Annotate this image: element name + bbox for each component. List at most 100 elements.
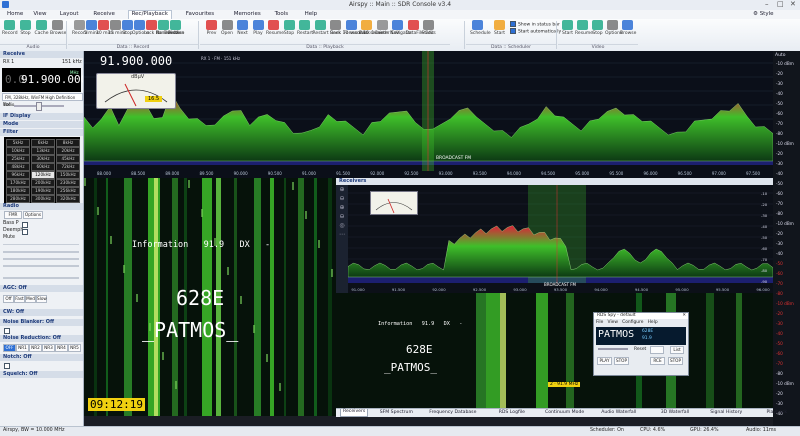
fmr-button[interactable]: FMR bbox=[4, 211, 22, 219]
nr-nr3-button[interactable]: NR3 bbox=[42, 344, 55, 352]
ribbon-data_playback-back-1-min-button[interactable]: Back 1 min bbox=[359, 20, 384, 42]
tab-playback[interactable]: Playback bbox=[766, 410, 788, 415]
auto-notch-checkbox[interactable] bbox=[4, 363, 10, 369]
filter-button[interactable]: 150kHz bbox=[56, 171, 80, 179]
menu-favourites[interactable]: Favourites bbox=[185, 11, 215, 17]
rds-spy-list-button[interactable]: List bbox=[670, 346, 684, 354]
cw-header[interactable]: CW: Off bbox=[0, 309, 83, 316]
rds-spy-reset-dropdown[interactable] bbox=[650, 346, 664, 354]
nr-nr1-button[interactable]: NR1 bbox=[16, 344, 29, 352]
ribbon-video-browse-button[interactable]: Browse bbox=[620, 20, 636, 42]
agc-off-button[interactable]: Off bbox=[3, 295, 14, 303]
bass-checkbox[interactable] bbox=[22, 222, 28, 228]
ribbon-video-resume-button[interactable]: Resume bbox=[575, 20, 593, 42]
main-spectrum[interactable]: 88.000 88.500 89.000 89.500 90.000 90.500 91.0… bbox=[84, 51, 773, 178]
filter-button[interactable]: 320kHz bbox=[56, 195, 80, 203]
rds-spy-rce-button[interactable]: RCE bbox=[650, 357, 665, 365]
nr-nr4-button[interactable]: NR4 bbox=[55, 344, 68, 352]
ribbon-data_playback-prev-button[interactable]: Prev bbox=[204, 20, 219, 42]
ribbon-scheduler-schedule-button[interactable]: Schedule bbox=[470, 20, 491, 42]
ribbon-scheduler-start-button[interactable]: Start bbox=[492, 20, 507, 42]
ribbon-data_playback-seek-button[interactable]: Seek bbox=[328, 20, 343, 42]
rds-spy-menu-view[interactable]: View bbox=[607, 320, 618, 325]
scheduler-option[interactable]: Start automatically bbox=[510, 28, 561, 35]
rds-spy-menu-file[interactable]: File bbox=[596, 320, 604, 325]
rds-spy-window[interactable]: RDS Spy - default ✕ File View Configure … bbox=[593, 312, 689, 376]
ribbon-video-stop-button[interactable]: Stop bbox=[590, 20, 605, 42]
noise-blanker-header[interactable]: Noise Blanker: Off bbox=[0, 319, 83, 326]
ribbon-data_playback-navigator-button[interactable]: Navigator bbox=[390, 20, 412, 42]
filter-button[interactable]: 45kHz bbox=[56, 155, 80, 163]
if-display-header[interactable]: IF Display bbox=[0, 113, 83, 120]
ribbon-audio-cache-button[interactable]: Cache bbox=[34, 20, 49, 42]
close-icon[interactable]: ✕ bbox=[790, 0, 796, 8]
filter-button[interactable]: 20kHz bbox=[56, 147, 80, 155]
filter-button[interactable]: 5kHz bbox=[6, 139, 30, 147]
enable-checkbox[interactable] bbox=[4, 328, 10, 334]
frequency-display[interactable]: 0.0 91.900.000 MHz bbox=[2, 68, 83, 92]
squelch-header[interactable]: Squelch: Off bbox=[0, 371, 83, 378]
rds-spy-close-icon[interactable]: ✕ bbox=[682, 313, 686, 318]
menu-recplayback[interactable]: Rec/Playback bbox=[127, 10, 172, 19]
ribbon-audio-record-button[interactable]: Record bbox=[2, 20, 18, 42]
filter-button[interactable]: 200kHz bbox=[31, 179, 55, 187]
menu-receive[interactable]: Receive bbox=[93, 11, 115, 17]
ribbon-data_record-5-mins-button[interactable]: 5 mins bbox=[84, 20, 99, 42]
tab-sfm-spectrum[interactable]: SFM Spectrum bbox=[379, 410, 413, 415]
menu-home[interactable]: Home bbox=[7, 11, 24, 17]
tab-rds-logfile[interactable]: RDS Logfile bbox=[498, 410, 525, 415]
rds-spy-menu-help[interactable]: Help bbox=[647, 320, 658, 325]
ribbon-audio-browse-button[interactable]: Browse bbox=[50, 20, 66, 42]
waterfall-left[interactable]: Information 91.9 DX - 628E _PATMOS_ 09:1… bbox=[84, 178, 336, 416]
ribbon-data_playback-forward-10-seconds-button[interactable]: Forward 10 seconds bbox=[344, 20, 389, 42]
rds-spy-play-button[interactable]: PLAY bbox=[597, 357, 612, 365]
nr-nr5-button[interactable]: NR5 bbox=[68, 344, 81, 352]
filter-button[interactable]: 190kHz bbox=[31, 187, 55, 195]
tab-frequency-database[interactable]: Frequency Database bbox=[429, 410, 477, 415]
noise-reduction-header[interactable]: Noise Reduction: Off bbox=[0, 335, 83, 342]
filter-button[interactable]: 96kHz bbox=[6, 171, 30, 179]
ribbon-data_playback-next-button[interactable]: Next bbox=[235, 20, 250, 42]
filter-button[interactable]: 230kHz bbox=[56, 179, 80, 187]
options-button[interactable]: Options bbox=[23, 211, 43, 219]
tab-continuum-mode[interactable]: Continuum Mode bbox=[545, 410, 585, 415]
nr-off-button[interactable]: OFF bbox=[3, 344, 16, 352]
agc-med-button[interactable]: Med bbox=[25, 295, 36, 303]
ribbon-audio-stop-button[interactable]: Stop bbox=[18, 20, 33, 42]
ribbon-data_record-15-mins-button[interactable]: 15 mins bbox=[108, 20, 126, 42]
ribbon-data_playback-status-button[interactable]: Status bbox=[421, 20, 436, 42]
squelch-slider[interactable] bbox=[3, 277, 79, 279]
rds-spy-stop2-button[interactable]: STOP bbox=[668, 357, 683, 365]
filter-button[interactable]: 170kHz bbox=[6, 179, 30, 187]
ribbon-data_playback-restart-button[interactable]: Restart bbox=[297, 20, 313, 42]
agc-fast-button[interactable]: Fast bbox=[14, 295, 25, 303]
scheduler-option[interactable]: Show in status bar bbox=[510, 21, 560, 28]
filter-button[interactable]: 280kHz bbox=[6, 195, 30, 203]
spectrum-plot[interactable]: 88.000 88.500 89.000 89.500 90.000 90.500 91.0… bbox=[84, 51, 773, 178]
minimize-icon[interactable]: – bbox=[765, 0, 769, 8]
menu-tools[interactable]: Tools bbox=[274, 11, 289, 17]
tab-3d-waterfall[interactable]: 3D Waterfall bbox=[660, 410, 690, 415]
ribbon-data_record-record-button[interactable]: Record bbox=[72, 20, 88, 42]
filter-button[interactable]: 13kHz bbox=[31, 147, 55, 155]
menu-help[interactable]: Help bbox=[304, 11, 318, 17]
ribbon-data_record-stop-button[interactable]: Stop bbox=[120, 20, 135, 42]
ribbon-video-start-button[interactable]: Start bbox=[560, 20, 575, 42]
agc-slow-button[interactable]: Slow bbox=[36, 295, 47, 303]
ribbon-data_playback-datafile-edit-button[interactable]: DataFile Edit bbox=[406, 20, 434, 42]
ribbon-data_playback-stop-button[interactable]: Stop bbox=[282, 20, 297, 42]
style-menu[interactable]: ⚙ Style bbox=[753, 11, 774, 17]
receiver-spectrum[interactable]: 91.000 91.500 92.000 92.500 93.000 93.500 94.0… bbox=[348, 185, 773, 293]
ribbon-data_playback-play-button[interactable]: Play bbox=[251, 20, 266, 42]
mode-dropdown[interactable]: FM, 328kHz, WinFM High Definition Audio bbox=[2, 93, 83, 107]
agc-header[interactable]: AGC: Off bbox=[0, 285, 83, 292]
ribbon-data_record-no-selection-button[interactable]: No Selection bbox=[156, 20, 184, 42]
dsp-slider-2[interactable] bbox=[3, 258, 79, 260]
rds-spy-slider[interactable] bbox=[598, 348, 628, 350]
filter-button[interactable]: 256kHz bbox=[56, 187, 80, 195]
filter-button[interactable]: 300kHz bbox=[31, 195, 55, 203]
scheduler-checkbox[interactable] bbox=[510, 21, 516, 27]
menu-layout[interactable]: Layout bbox=[59, 11, 79, 17]
filter-button[interactable]: 60kHz bbox=[31, 163, 55, 171]
tab-receivers[interactable]: Receivers bbox=[340, 409, 369, 417]
